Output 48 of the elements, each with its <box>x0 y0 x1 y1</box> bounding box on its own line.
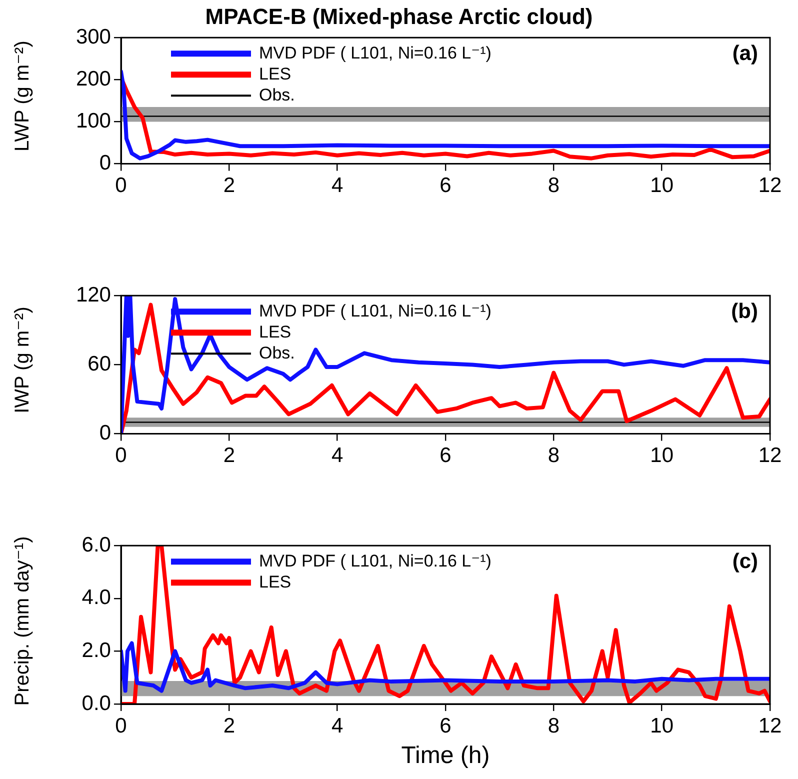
y-axis-title: Precip. (mm day⁻¹) <box>10 536 34 706</box>
y-axis-title: IWP (g m⁻²) <box>10 306 34 413</box>
y-tick-label: 300 <box>76 25 111 48</box>
x-tick-label: 8 <box>548 444 560 468</box>
y-tick-label: 2.0 <box>82 638 111 662</box>
x-tick-label: 12 <box>758 444 782 468</box>
x-tick-label: 10 <box>650 174 674 198</box>
y-tick-label: 200 <box>76 67 111 90</box>
legend-label: MVD PDF ( L101, Ni=0.16 L⁻¹) <box>259 551 492 570</box>
y-tick-label: 120 <box>76 283 111 306</box>
annotation: (b) <box>731 300 758 323</box>
legend-label: LES <box>259 64 292 84</box>
legend-label: LES <box>259 572 292 592</box>
x-tick-label: 10 <box>650 444 674 468</box>
x-tick-label: 4 <box>331 444 344 468</box>
y-tick-label: 0 <box>99 152 111 175</box>
x-tick-label: 2 <box>223 714 236 738</box>
x-tick-label: 0 <box>115 444 127 468</box>
y-tick-label: 0.0 <box>82 692 111 715</box>
annotation: (a) <box>732 42 758 65</box>
legend-label: LES <box>259 322 292 342</box>
x-tick-label: 4 <box>331 714 344 738</box>
y-tick-label: 100 <box>76 110 111 133</box>
legend-label: MVD PDF ( L101, Ni=0.16 L⁻¹) <box>259 43 492 62</box>
legend-label: Obs. <box>259 85 295 104</box>
x-tick-label: 2 <box>223 174 236 198</box>
x-tick-label: 0 <box>115 714 127 738</box>
y-tick-label: 6.0 <box>82 533 111 556</box>
x-tick-label: 4 <box>331 174 344 198</box>
x-tick-label: 0 <box>115 174 127 198</box>
x-tick-label: 6 <box>440 174 452 198</box>
x-tick-label: 2 <box>223 444 236 468</box>
x-tick-label: 8 <box>548 174 560 198</box>
x-tick-label: 10 <box>650 714 674 738</box>
x-tick-label: 8 <box>548 714 560 738</box>
y-tick-label: 0 <box>99 422 111 445</box>
chart-title: MPACE-B (Mixed-phase Arctic cloud) <box>205 4 593 29</box>
x-tick-label: 12 <box>758 714 782 738</box>
x-tick-label: 12 <box>758 174 782 198</box>
y-axis-title: LWP (g m⁻²) <box>10 40 34 151</box>
y-tick-label: 60 <box>88 352 111 376</box>
x-axis-title: Time (h) <box>401 742 490 770</box>
annotation: (c) <box>732 550 758 573</box>
legend-label: MVD PDF ( L101, Ni=0.16 L⁻¹) <box>259 301 492 320</box>
legend-label: Obs. <box>259 343 295 362</box>
x-tick-label: 6 <box>440 444 452 468</box>
x-tick-label: 6 <box>440 714 452 738</box>
y-tick-label: 4.0 <box>82 586 111 610</box>
